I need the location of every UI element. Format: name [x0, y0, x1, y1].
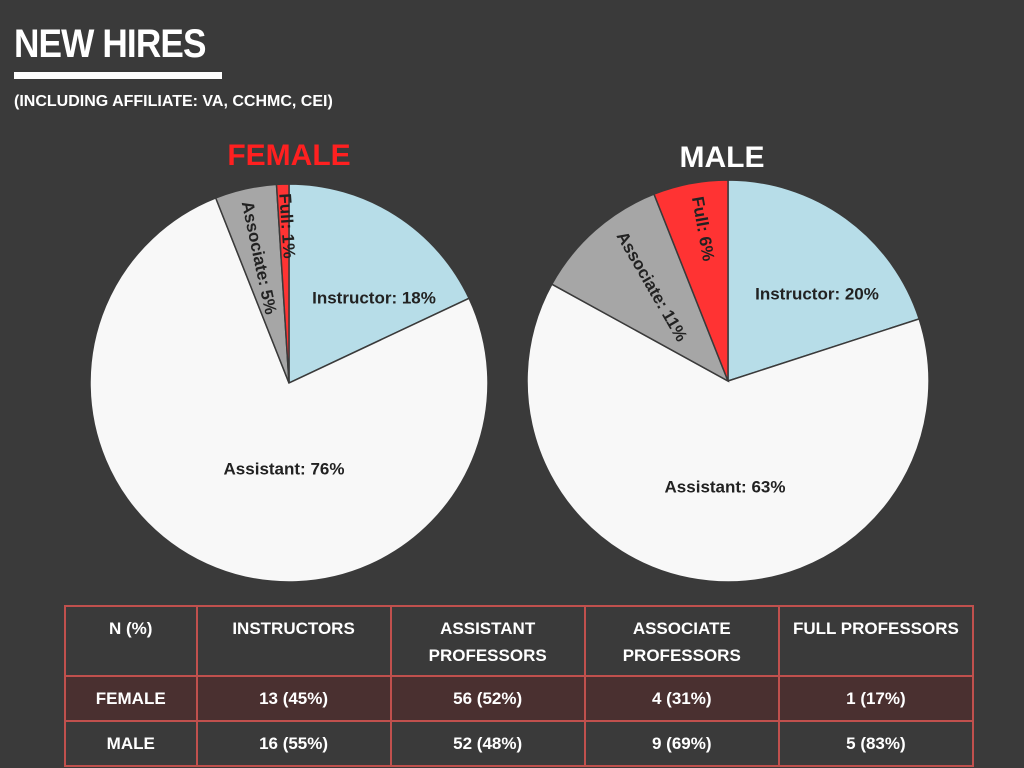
table-cell: 1 (17%) — [777, 675, 975, 722]
table-row-female: FEMALE 13 (45%) 56 (52%) 4 (31%) 1 (17%) — [64, 675, 975, 722]
table-header-row: N (%) INSTRUCTORS ASSISTANT PROFESSORS AS… — [64, 605, 975, 677]
pie-slice-assistant — [89, 196, 489, 583]
pie-slice-instructor — [288, 183, 471, 385]
table-row-male: MALE 16 (55%) 52 (48%) 9 (69%) 5 (83%) — [64, 720, 975, 767]
page-subtitle: (INCLUDING AFFILIATE: VA, CCHMC, CEI) — [14, 93, 333, 110]
pie-slice-label: Assistant: 63% — [665, 477, 786, 496]
chart-title: FEMALE — [227, 139, 350, 172]
pie-slice-label: Assistant: 76% — [224, 459, 345, 478]
table-cell: 5 (83%) — [777, 720, 975, 767]
pie-slice-associate — [550, 193, 730, 383]
table-cell: 56 (52%) — [389, 675, 586, 722]
pie-slice-assistant — [526, 283, 930, 583]
header-cell-instructors: INSTRUCTORS — [195, 605, 392, 677]
new-hires-table: N (%) INSTRUCTORS ASSISTANT PROFESSORS AS… — [64, 605, 975, 767]
pie-slice-label: Instructor: 20% — [755, 284, 879, 303]
page-title: NEW HIRES — [14, 22, 206, 66]
chart-title: MALE — [680, 141, 765, 174]
pie-slice-label: Full: 1% — [275, 193, 298, 259]
title-underline — [14, 72, 222, 79]
pie-chart-female: Instructor: 18%Assistant: 76%Associate: … — [89, 139, 489, 583]
pie-slice-label: Instructor: 18% — [312, 288, 436, 307]
pie-charts: Instructor: 18%Assistant: 76%Associate: … — [89, 139, 930, 583]
table-cell: 4 (31%) — [583, 675, 780, 722]
table-cell: 16 (55%) — [195, 720, 392, 767]
pie-chart-male: Instructor: 20%Assistant: 63%Associate: … — [526, 141, 930, 583]
header-cell-full: FULL PROFESSORS — [777, 605, 975, 677]
table-cell: 52 (48%) — [389, 720, 586, 767]
pie-slice-instructor — [727, 179, 921, 383]
header-cell-assistant: ASSISTANT PROFESSORS — [389, 605, 586, 677]
header-cell-associate: ASSOCIATE PROFESSORS — [583, 605, 780, 677]
pie-slice-full — [275, 183, 290, 384]
header-cell-n: N (%) — [64, 605, 198, 677]
table-cell: MALE — [64, 720, 198, 767]
table-cell: FEMALE — [64, 675, 198, 722]
table-cell: 13 (45%) — [195, 675, 392, 722]
table-cell: 9 (69%) — [583, 720, 780, 767]
pie-slice-full — [653, 179, 729, 382]
